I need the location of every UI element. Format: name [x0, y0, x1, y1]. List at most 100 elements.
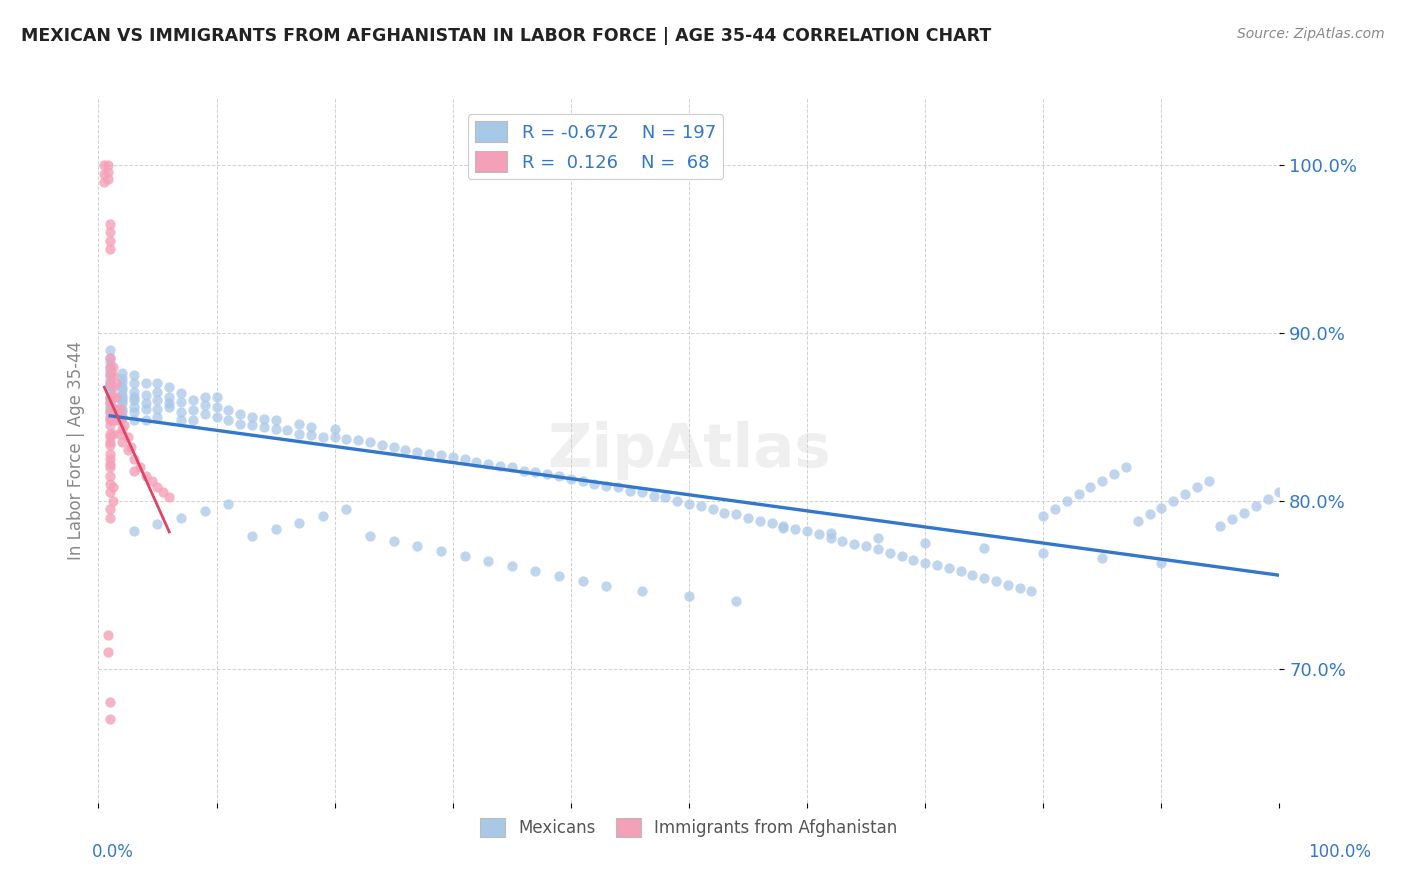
Point	[1126, 514, 1149, 528]
Point	[807, 527, 830, 541]
Point	[725, 507, 748, 521]
Point	[93, 175, 115, 189]
Text: Source: ZipAtlas.com: Source: ZipAtlas.com	[1237, 27, 1385, 41]
Point	[98, 413, 121, 427]
Point	[157, 396, 180, 410]
Point	[299, 420, 322, 434]
Point	[430, 449, 453, 463]
Point	[135, 468, 157, 483]
Point	[441, 450, 464, 465]
Point	[1115, 460, 1137, 475]
Point	[146, 517, 169, 532]
Point	[146, 401, 169, 416]
Point	[157, 390, 180, 404]
Point	[98, 405, 121, 419]
Point	[135, 401, 157, 416]
Point	[371, 438, 394, 452]
Point	[1102, 467, 1125, 481]
Point	[98, 390, 121, 404]
Point	[111, 392, 134, 406]
Point	[122, 400, 145, 414]
Point	[264, 522, 287, 536]
Point	[630, 584, 652, 599]
Point	[866, 531, 889, 545]
Point	[406, 539, 429, 553]
Point	[938, 561, 960, 575]
Point	[98, 510, 121, 524]
Point	[170, 394, 193, 409]
Point	[583, 477, 606, 491]
Point	[122, 384, 145, 399]
Point	[312, 430, 335, 444]
Point	[1008, 581, 1031, 595]
Point	[181, 403, 204, 417]
Point	[98, 392, 121, 406]
Point	[973, 541, 995, 555]
Point	[737, 510, 759, 524]
Point	[548, 468, 571, 483]
Point	[914, 535, 936, 549]
Point	[111, 435, 134, 450]
Point	[253, 411, 276, 425]
Point	[194, 398, 217, 412]
Point	[1150, 556, 1173, 570]
Point	[643, 489, 665, 503]
Point	[973, 571, 995, 585]
Point	[98, 413, 121, 427]
Point	[111, 422, 134, 436]
Point	[157, 380, 180, 394]
Point	[1067, 487, 1090, 501]
Point	[288, 426, 311, 441]
Point	[229, 407, 252, 421]
Point	[170, 510, 193, 524]
Point	[394, 443, 416, 458]
Point	[105, 413, 128, 427]
Point	[453, 549, 475, 564]
Point	[98, 430, 121, 444]
Point	[217, 497, 239, 511]
Point	[678, 497, 700, 511]
Point	[1220, 512, 1243, 526]
Point	[141, 474, 163, 488]
Point	[335, 502, 357, 516]
Point	[108, 401, 131, 416]
Point	[98, 393, 121, 408]
Point	[288, 516, 311, 530]
Text: 100.0%: 100.0%	[1308, 843, 1371, 861]
Point	[181, 413, 204, 427]
Point	[205, 400, 228, 414]
Point	[217, 413, 239, 427]
Point	[157, 400, 180, 414]
Point	[984, 574, 1007, 589]
Text: 0.0%: 0.0%	[91, 843, 134, 861]
Point	[831, 534, 853, 549]
Point	[122, 393, 145, 408]
Point	[170, 386, 193, 401]
Point	[382, 534, 405, 549]
Point	[101, 380, 124, 394]
Point	[98, 217, 121, 231]
Point	[146, 480, 169, 494]
Point	[453, 451, 475, 466]
Point	[93, 158, 115, 172]
Point	[111, 380, 134, 394]
Point	[501, 559, 523, 574]
Point	[111, 396, 134, 410]
Point	[98, 351, 121, 366]
Point	[299, 428, 322, 442]
Point	[560, 472, 582, 486]
Point	[925, 558, 948, 572]
Point	[205, 409, 228, 424]
Point	[98, 409, 121, 424]
Point	[1091, 550, 1114, 565]
Point	[477, 554, 499, 568]
Point	[122, 376, 145, 391]
Point	[135, 388, 157, 402]
Point	[97, 628, 120, 642]
Point	[98, 225, 121, 239]
Point	[122, 524, 145, 538]
Text: MEXICAN VS IMMIGRANTS FROM AFGHANISTAN IN LABOR FORCE | AGE 35-44 CORRELATION CH: MEXICAN VS IMMIGRANTS FROM AFGHANISTAN I…	[21, 27, 991, 45]
Point	[844, 537, 866, 551]
Point	[98, 242, 121, 256]
Point	[121, 440, 143, 454]
